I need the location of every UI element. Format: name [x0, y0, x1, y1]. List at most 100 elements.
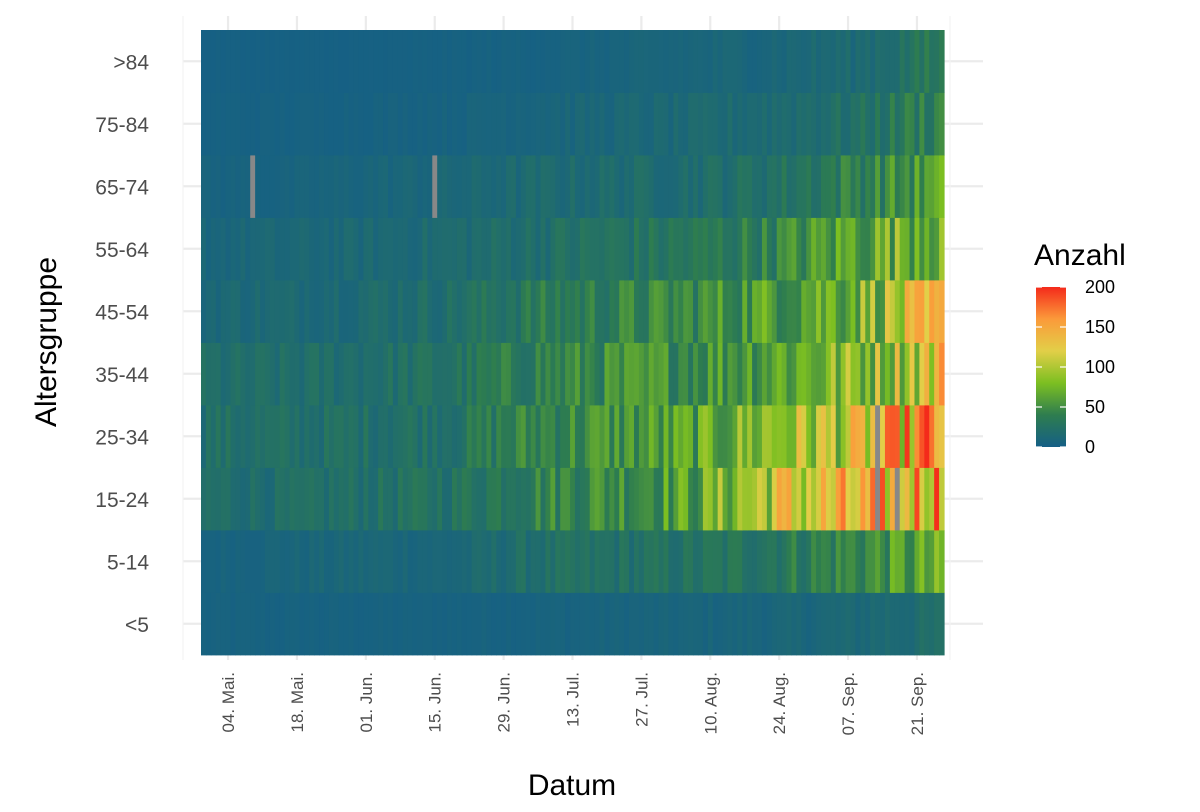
heatmap-cell — [525, 30, 532, 93]
heatmap-cell — [771, 217, 778, 281]
heatmap-cell — [707, 280, 714, 343]
heatmap-cell — [614, 592, 620, 656]
heatmap-cell — [447, 342, 453, 406]
heatmap-cell — [889, 342, 896, 406]
heatmap-cell — [373, 155, 379, 218]
heatmap-cell — [319, 592, 325, 656]
heatmap-cell — [447, 280, 453, 343]
heatmap-cell — [284, 30, 291, 93]
heatmap-cell — [451, 530, 458, 593]
heatmap-cell — [820, 280, 827, 343]
heatmap-cell — [712, 530, 719, 593]
heatmap-cell — [476, 30, 483, 93]
heatmap-cell — [294, 405, 301, 468]
heatmap-cell — [899, 530, 906, 593]
heatmap-cell — [535, 92, 542, 156]
heatmap-cell — [579, 467, 586, 531]
heatmap-cell — [456, 467, 463, 531]
heatmap-cell — [476, 155, 483, 218]
heatmap-cell — [358, 530, 364, 593]
heatmap-cell — [668, 342, 674, 406]
heatmap-cell — [791, 592, 797, 656]
heatmap-cell — [766, 217, 773, 281]
heatmap-cell — [565, 530, 571, 593]
heatmap-cell — [437, 280, 443, 343]
heatmap-cell — [604, 467, 610, 531]
heatmap-cell — [555, 30, 561, 93]
heatmap-cell — [619, 30, 625, 93]
heatmap-cell — [402, 280, 409, 343]
heatmap-cell — [683, 342, 689, 406]
heatmap-cell — [264, 280, 271, 343]
heatmap-cell — [274, 92, 281, 156]
heatmap-cell — [545, 280, 551, 343]
heatmap-cell — [358, 342, 364, 406]
heatmap-cell — [678, 155, 684, 218]
heatmap-cell — [299, 92, 305, 156]
heatmap-cell — [456, 217, 463, 281]
heatmap-cell — [358, 592, 364, 656]
heatmap-cell — [289, 467, 296, 531]
heatmap-cell — [663, 92, 670, 156]
heatmap-cell — [742, 467, 748, 531]
heatmap-cell — [407, 592, 414, 656]
heatmap-cell — [609, 342, 615, 406]
heatmap-cell — [889, 217, 896, 281]
heatmap-cell — [260, 530, 266, 593]
heatmap-cell — [658, 592, 665, 656]
heatmap-cell — [919, 342, 925, 406]
heatmap-cell — [742, 592, 748, 656]
heatmap-cell — [476, 217, 483, 281]
heatmap-cell — [845, 217, 852, 281]
heatmap-cell — [816, 217, 822, 281]
heatmap-cell — [884, 155, 891, 218]
heatmap-cell — [491, 592, 497, 656]
heatmap-cell — [855, 467, 861, 531]
heatmap-cell — [220, 530, 227, 593]
heatmap-cell — [570, 30, 576, 93]
heatmap-cell — [658, 467, 665, 531]
heatmap-cell — [289, 342, 296, 406]
heatmap-cell — [338, 530, 345, 593]
heatmap-cell — [520, 405, 527, 468]
heatmap-cell — [225, 92, 232, 156]
heatmap-cell — [599, 592, 606, 656]
heatmap-cell — [820, 405, 827, 468]
heatmap-cell — [486, 217, 492, 281]
heatmap-cell — [240, 592, 246, 656]
heatmap-cell — [894, 30, 901, 93]
heatmap-cell — [668, 592, 674, 656]
heatmap-cell — [368, 280, 374, 343]
heatmap-cell — [294, 155, 301, 218]
heatmap-cell — [466, 92, 473, 156]
heatmap-cell — [496, 280, 502, 343]
heatmap-cell — [776, 405, 783, 468]
heatmap-cell — [392, 467, 399, 531]
heatmap-cell — [284, 155, 291, 218]
heatmap-cell — [579, 342, 586, 406]
heatmap-cell — [314, 530, 320, 593]
heatmap-cell — [722, 342, 729, 406]
heatmap-cell — [742, 92, 748, 156]
heatmap-cell — [422, 155, 428, 218]
heatmap-cell — [712, 592, 719, 656]
heatmap-cell — [284, 467, 291, 531]
heatmap-cell — [314, 467, 320, 531]
heatmap-cell — [264, 217, 271, 281]
heatmap-cell — [412, 405, 419, 468]
heatmap-cell — [806, 530, 812, 593]
heatmap-cell — [471, 92, 478, 156]
heatmap-cell — [387, 405, 394, 468]
heatmap-cell — [289, 280, 296, 343]
heatmap-cell — [530, 530, 537, 593]
heatmap-cell — [456, 30, 463, 93]
heatmap-cell — [850, 30, 857, 93]
heatmap-cell — [781, 592, 788, 656]
heatmap-cell — [702, 280, 709, 343]
heatmap-cell — [609, 30, 615, 93]
heatmap-cell — [269, 92, 276, 156]
heatmap-cell — [678, 30, 684, 93]
heatmap-cell — [353, 342, 360, 406]
heatmap-cell — [545, 342, 551, 406]
heatmap-cell — [274, 592, 281, 656]
